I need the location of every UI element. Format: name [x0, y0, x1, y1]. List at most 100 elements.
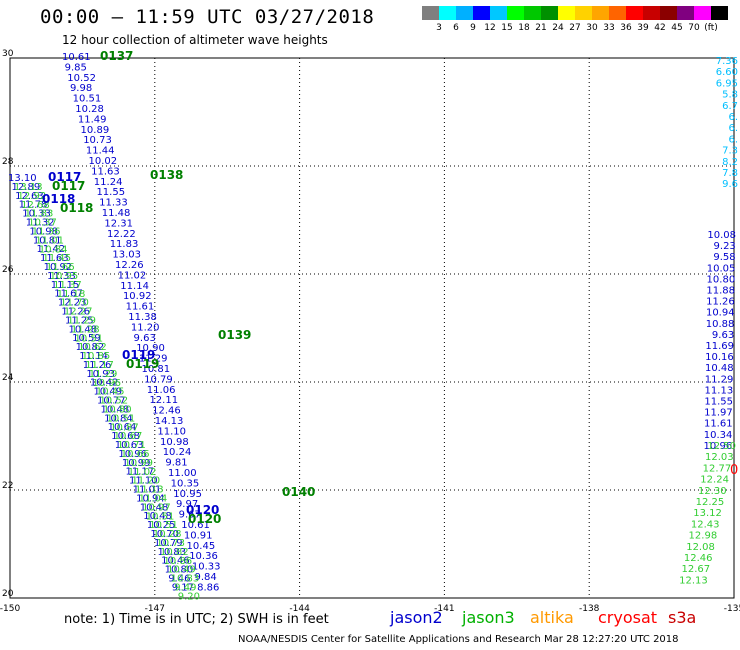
wave-height-value: 11.13 [135, 485, 164, 496]
wave-height-value: 12.26 [115, 260, 144, 271]
wave-height-value: 10.96 [704, 441, 733, 452]
wave-height-value: 12.46 [152, 406, 181, 417]
y-tick-label: 26 [2, 265, 14, 275]
wave-height-value: 9.23 [714, 241, 736, 252]
wave-height-value: 10.86 [164, 556, 193, 567]
colorbar-label: 6 [453, 23, 459, 33]
wave-height-value: 10.92 [123, 291, 152, 302]
pass-label: 0119 [126, 357, 159, 371]
wave-height-value: 11.55 [704, 397, 733, 408]
wave-height-value: 12.13 [679, 575, 708, 586]
wave-height-value: 11.36 [32, 227, 61, 238]
wave-height-value: 11.18 [57, 289, 86, 300]
x-tick-label: -141 [434, 604, 454, 614]
y-tick-label: 30 [2, 49, 14, 59]
wave-height-value: 10.92 [44, 262, 73, 273]
wave-height-value: 10.80 [103, 405, 132, 416]
wave-height-value: 11.25 [65, 315, 94, 326]
wave-height-value: 12.25 [696, 497, 725, 508]
x-tick-label: -144 [289, 604, 310, 614]
wave-height-value: 10.80 [165, 565, 194, 576]
colorbar-swatch [422, 6, 439, 20]
wave-height-value: 10.67 [114, 431, 143, 442]
x-tick-label: -138 [579, 604, 600, 614]
wave-height-value: 10.99 [124, 458, 153, 469]
pass-label: 0120 [188, 512, 221, 526]
wave-height-value: 10.81 [33, 235, 62, 246]
wave-height-value: 10.98 [160, 437, 189, 448]
colorbar-swatch [473, 6, 490, 20]
wave-height-value: 11.02 [128, 467, 157, 478]
wave-height-value: 11.61 [126, 302, 155, 313]
wave-height-value: 11.33 [47, 271, 76, 282]
wave-height-value: 12.50 [707, 441, 736, 452]
wave-height-value: 10.48 [705, 363, 734, 374]
wave-height-value: 7.36 [716, 56, 738, 67]
wave-height-value: 11.48 [102, 208, 131, 219]
wave-height-value: 10.89 [81, 125, 110, 136]
wave-height-value: 12.92 [18, 191, 47, 202]
colorbar-swatch [711, 6, 728, 20]
wave-height-value: 10.94 [136, 493, 165, 504]
wave-height-value: 10.66 [121, 449, 150, 460]
wave-height-value: 13.13 [14, 182, 43, 193]
wave-height-value: 10.91 [184, 530, 213, 541]
colorbar-swatch [660, 6, 677, 20]
wave-height-value: 11.49 [78, 114, 107, 125]
wave-height-value: 12.31 [104, 218, 133, 229]
wave-height-value: 10.37 [28, 218, 57, 229]
wave-height-value: 6.7 [722, 101, 738, 112]
wave-height-value: 6.60 [716, 67, 738, 78]
wave-height-value: 12.24 [700, 475, 729, 486]
wave-height-value: 10.52 [99, 396, 128, 407]
wave-height-value: 10.33 [192, 562, 221, 573]
wave-height-value: 11.01 [35, 235, 64, 246]
wave-height-value: 10.64 [108, 422, 137, 433]
wave-height-value: 10.96 [118, 449, 147, 460]
colorbar-swatch [490, 6, 507, 20]
wave-height-value: 10.95 [50, 271, 79, 282]
wave-height-value: 11.38 [128, 312, 157, 323]
wave-height-value: 10.24 [163, 447, 192, 458]
wave-height-value: 10.33 [22, 209, 51, 220]
wave-height-value: 10.99 [122, 458, 151, 469]
wave-height-value: 12.23 [58, 298, 87, 309]
wave-height-value: 10.42 [90, 378, 119, 389]
wave-height-value: 10.68 [111, 431, 140, 442]
wave-height-value: 11.24 [94, 177, 123, 188]
wave-height-value: 10.34 [704, 430, 733, 441]
wave-height-value: 10.48 [101, 404, 130, 415]
wave-height-value: 10.46 [161, 556, 190, 567]
wave-height-value: 11.14 [79, 351, 108, 362]
wave-height-value: 11.28 [71, 324, 100, 335]
footer-note: note: 1) Time is in UTC; 2) SWH is in fe… [64, 612, 329, 627]
y-tick-label: 24 [2, 373, 14, 383]
wave-height-value: 10.62 [78, 342, 107, 353]
wave-height-value: 10.05 [707, 263, 736, 274]
pass-label: 0140 [282, 485, 315, 499]
pass-label: 0137 [100, 49, 133, 63]
wave-height-value: 11.66 [46, 262, 75, 273]
wave-height-value: 12.98 [689, 531, 718, 542]
wave-height-value: 12.27 [64, 307, 93, 318]
wave-height-value: 13.12 [693, 508, 722, 519]
pass-label: 0119 [122, 348, 155, 362]
page-title: 00:00 – 11:59 UTC 03/27/2018 [40, 6, 375, 28]
colorbar-label: 12 [484, 23, 496, 33]
wave-height-value: 10.79 [154, 538, 183, 549]
wave-height-value: 10.36 [189, 551, 218, 562]
wave-height-value: 11.63 [91, 166, 120, 177]
wave-height-value: 11.26 [61, 307, 90, 318]
wave-height-value: 11.04 [139, 494, 168, 505]
wave-height-value: 10.84 [104, 413, 133, 424]
wave-height-value: 9.63 [712, 330, 734, 341]
wave-height-value: 7.8 [722, 168, 738, 179]
wave-height-value: 10.02 [89, 156, 118, 167]
wave-height-value: 10.51 [75, 333, 104, 344]
wave-height-value: 10.48 [140, 502, 169, 513]
colorbar-label: 70 [688, 23, 700, 33]
wave-height-value: 11.42 [36, 244, 65, 255]
wave-height-value: 12.03 [705, 452, 734, 463]
wave-height-value: 10.81 [142, 364, 171, 375]
wave-height-value: 11.37 [53, 280, 82, 291]
